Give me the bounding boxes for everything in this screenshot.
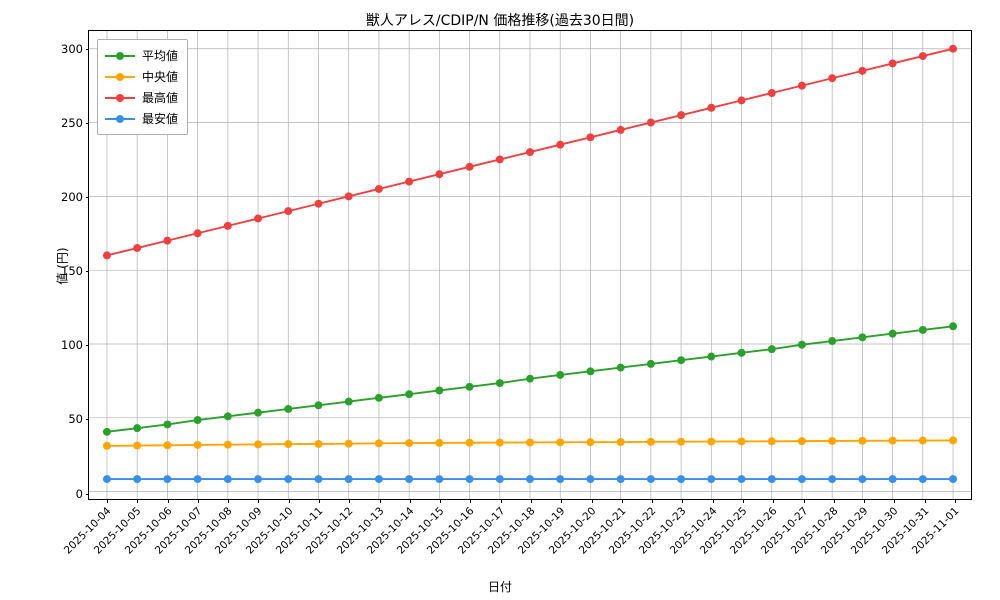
plot-area: 0 50 100 150 200 250 300 2025-10-04 2025-10-05 2… (56, 30, 972, 557)
x-tick-mark (258, 499, 260, 503)
x-tick-mark (500, 499, 502, 503)
legend-label: 最高値 (142, 91, 179, 105)
data-layer (102, 44, 958, 484)
x-tick-mark (409, 499, 411, 503)
y-tick-label: 100 (61, 338, 83, 353)
legend-swatch-icon (105, 113, 135, 125)
x-tick-mark (349, 499, 351, 503)
y-tick-label: 150 (61, 264, 83, 279)
legend-swatch-icon (105, 92, 135, 104)
x-tick-mark (894, 499, 896, 503)
x-tick-mark (167, 499, 169, 503)
x-tick-mark (561, 499, 563, 503)
x-tick-mark (107, 499, 108, 503)
y-tick-label: 200 (61, 190, 83, 205)
x-tick-mark (833, 499, 835, 503)
legend-label: 中央値 (142, 70, 179, 84)
legend-label: 平均値 (142, 49, 179, 63)
y-tick-mark (85, 122, 89, 124)
x-axis-label: 日付 (487, 580, 512, 594)
y-tick-mark (85, 493, 89, 495)
y-axis-label: 値 (円) (55, 247, 70, 285)
x-tick-mark (924, 499, 926, 503)
y-tick-mark (85, 48, 89, 50)
y-tick-label: 300 (61, 41, 83, 56)
x-tick-mark (803, 499, 805, 503)
y-tick-label: 250 (61, 115, 83, 130)
chart-title: 獣人アレス/CDIP/N 価格推移(過去30日間) (365, 13, 635, 29)
legend-label: 最安値 (142, 112, 179, 126)
x-tick-mark (288, 499, 290, 503)
y-tick-mark (85, 419, 89, 421)
legend-swatch-icon (105, 50, 135, 62)
y-tick-mark (85, 345, 89, 347)
y-tick-label: 50 (68, 412, 83, 427)
x-tick-mark (682, 499, 684, 503)
x-tick-mark (319, 499, 320, 503)
x-tick-mark (379, 499, 381, 503)
x-tick-mark (773, 499, 775, 503)
x-tick-mark (440, 499, 442, 503)
x-tick-mark (197, 499, 199, 503)
x-tick-mark (470, 499, 472, 503)
x-tick-mark (137, 499, 139, 503)
y-tick-label: 0 (75, 486, 83, 501)
legend-swatch-icon (105, 71, 135, 83)
y-tick-mark (85, 197, 89, 199)
x-tick-mark (621, 499, 623, 503)
x-tick-mark (591, 499, 593, 503)
legend-item-2: 中央値 (105, 66, 178, 87)
x-tick-mark (228, 499, 230, 503)
y-tick-mark (85, 271, 89, 273)
legend-item-3: 最高値 (105, 87, 178, 108)
x-tick-mark (955, 499, 956, 503)
x-tick-mark (864, 499, 866, 503)
x-tick-mark (743, 499, 744, 503)
x-tick-mark (712, 499, 714, 503)
grid-layer (89, 31, 971, 499)
legend-item-1: 平均値 (105, 45, 178, 66)
x-tick-mark (652, 499, 654, 503)
legend-item-4: 最安値 (105, 108, 178, 129)
chart-legend: 平均値中央値最高値最安値 (97, 39, 189, 135)
x-tick-mark (531, 499, 532, 503)
